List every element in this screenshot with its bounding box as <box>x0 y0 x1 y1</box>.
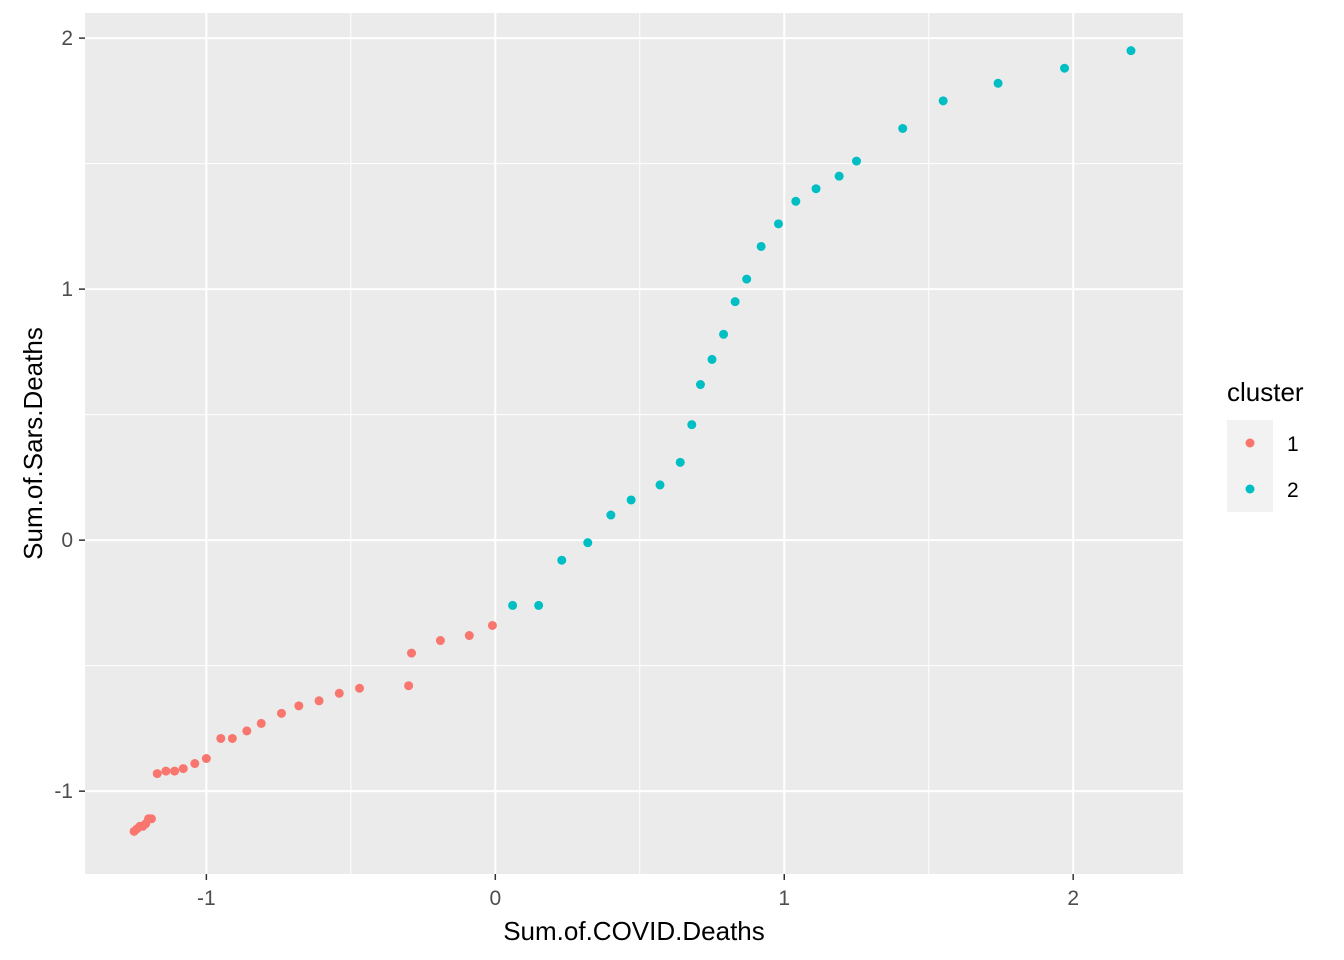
data-point-cluster-1 <box>216 733 226 743</box>
data-point-cluster-1 <box>404 681 414 691</box>
y-tick-label: 1 <box>61 278 73 301</box>
data-point-cluster-1 <box>276 708 286 718</box>
data-point-cluster-1 <box>146 814 156 824</box>
data-point-cluster-2 <box>730 297 740 307</box>
x-tick-label: -1 <box>197 887 216 910</box>
data-point-cluster-2 <box>898 123 908 133</box>
data-point-cluster-2 <box>742 274 752 284</box>
data-points <box>129 46 1136 836</box>
legend-label-2: 2 <box>1287 479 1299 502</box>
data-point-cluster-2 <box>993 78 1003 88</box>
data-point-cluster-1 <box>355 683 364 693</box>
legend-title: cluster <box>1227 377 1304 407</box>
data-point-cluster-1 <box>152 769 162 779</box>
data-point-cluster-1 <box>190 759 200 769</box>
data-point-cluster-2 <box>1060 63 1070 73</box>
legend-label-1: 1 <box>1287 433 1299 456</box>
data-point-cluster-2 <box>695 380 705 390</box>
data-point-cluster-1 <box>242 726 252 736</box>
y-axis-title: Sum.of.Sars.Deaths <box>18 327 48 560</box>
data-point-cluster-2 <box>834 171 844 181</box>
data-point-cluster-2 <box>675 457 685 467</box>
data-point-cluster-2 <box>606 510 616 520</box>
data-point-cluster-1 <box>314 696 324 706</box>
x-tick-label: 2 <box>1067 887 1079 910</box>
legend-entries: 12 <box>1227 420 1299 512</box>
data-point-cluster-2 <box>773 219 783 229</box>
y-tick-label: 0 <box>61 529 73 552</box>
data-point-cluster-2 <box>687 420 697 430</box>
x-tick-label: 1 <box>778 887 790 910</box>
data-point-cluster-1 <box>170 766 180 776</box>
data-point-cluster-1 <box>201 754 211 764</box>
data-point-cluster-1 <box>487 620 497 630</box>
data-point-cluster-1 <box>227 733 237 743</box>
y-tick-label: 2 <box>61 27 73 50</box>
data-point-cluster-2 <box>756 241 766 251</box>
data-point-cluster-2 <box>719 329 729 339</box>
data-point-cluster-1 <box>161 766 171 776</box>
panel-background <box>85 13 1183 874</box>
data-point-cluster-1 <box>435 636 445 646</box>
data-point-cluster-2 <box>626 495 636 505</box>
data-point-cluster-1 <box>407 648 417 658</box>
data-point-cluster-1 <box>294 701 304 711</box>
data-point-cluster-2 <box>583 538 593 548</box>
x-axis-title: Sum.of.COVID.Deaths <box>503 916 765 946</box>
data-point-cluster-2 <box>707 354 717 364</box>
data-point-cluster-2 <box>811 184 821 194</box>
data-point-cluster-2 <box>534 600 544 610</box>
y-axis-ticks: -1 0 1 2 <box>54 27 85 803</box>
y-tick-label: -1 <box>54 780 73 803</box>
legend-swatch-2 <box>1245 484 1255 494</box>
data-point-cluster-2 <box>851 156 861 166</box>
data-point-cluster-2 <box>508 600 518 610</box>
data-point-cluster-2 <box>938 96 948 106</box>
x-tick-label: 0 <box>489 887 501 910</box>
data-point-cluster-1 <box>178 764 188 774</box>
legend-swatch-1 <box>1245 438 1255 448</box>
data-point-cluster-2 <box>791 196 801 206</box>
data-point-cluster-1 <box>256 718 266 728</box>
minor-gridlines <box>85 13 1183 874</box>
data-point-cluster-2 <box>655 480 665 490</box>
data-point-cluster-2 <box>557 555 567 565</box>
data-point-cluster-1 <box>464 631 474 641</box>
data-point-cluster-2 <box>1126 46 1136 56</box>
legend: cluster 12 <box>1227 377 1304 512</box>
x-axis-ticks: -1 0 1 2 <box>197 874 1079 910</box>
data-point-cluster-1 <box>334 688 344 698</box>
major-gridlines <box>85 13 1183 874</box>
